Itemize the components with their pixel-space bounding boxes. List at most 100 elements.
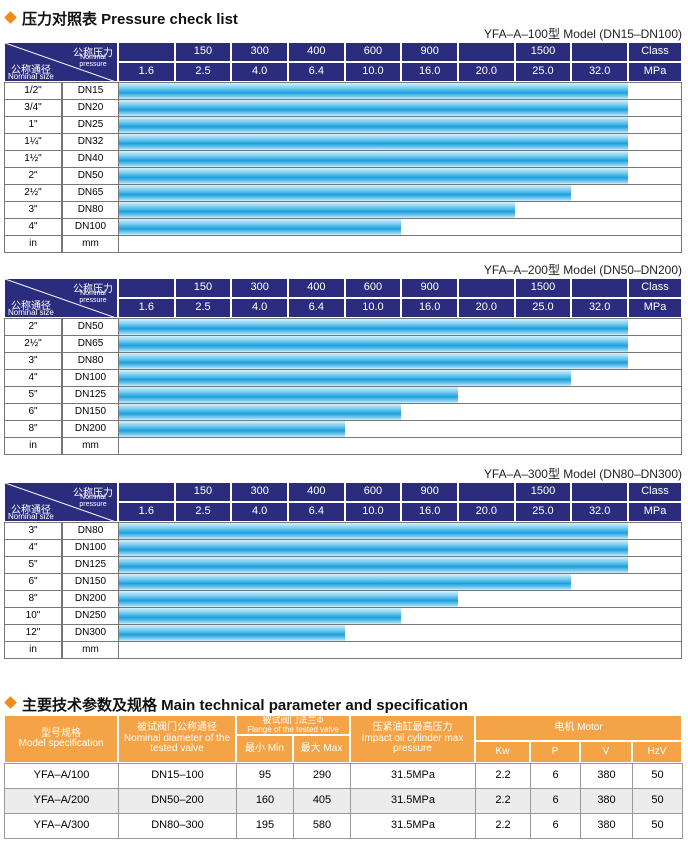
param-cell: 580 [293,813,351,839]
inch-cell: 1½" [4,150,62,168]
mpa-cell: 2.5 [174,502,232,522]
pressure-cn: 公称压力 [73,48,113,59]
dn-cell: DN15 [62,82,119,100]
motor-header-text: 电机 Motor [554,721,603,733]
mpa-cell: 16.0 [401,298,458,318]
dn-cell: DN150 [62,403,119,421]
mpa-cell: 4.0 [231,298,288,318]
mpa-cell: 20.0 [458,502,515,522]
range-cell [118,335,682,353]
inch-cell: 6" [4,403,62,421]
range-cell [118,352,682,370]
motor-sub-header: HzV [632,741,682,763]
class-cell [571,278,628,298]
range-cell [118,133,682,151]
param-cell: 160 [236,788,294,814]
pressure-bar [119,370,572,386]
size-cn: 公称通径 [11,301,51,312]
mpa-cell: 4.0 [231,502,288,522]
param-cell: 6 [530,788,581,814]
motor-sub-header-text: Kw [495,745,510,757]
mpa-label: MPa [628,502,682,522]
diameter-header-text: 被试阀门公称通径 [137,722,217,734]
range-cell [118,116,682,134]
inch-cell: 3/4" [4,99,62,117]
mpa-cell: 6.4 [288,298,345,318]
param-cell: 31.5MPa [350,788,476,814]
motor-sub-header-text: HzV [647,745,667,757]
inch-cell: 5" [4,386,62,404]
inch-cell: 4" [4,218,62,236]
size-en: Nominal size [8,308,54,317]
dn-cell: DN250 [62,607,119,625]
dn-cell: DN100 [62,369,119,387]
class-cell [118,278,175,298]
pressure-bar [119,219,402,235]
pressure-header-text: 压紧油缸最高压力 [372,722,453,734]
mpa-cell: 10.0 [344,298,402,318]
pressure-bar [119,404,402,420]
mpa-cell: 2.5 [174,62,232,82]
param-cell: 2.2 [475,788,531,814]
param-cell: 2.2 [475,813,531,839]
param-cell: 405 [293,788,351,814]
inch-cell: in [4,437,62,455]
range-cell [118,403,682,421]
param-cell: 290 [293,763,351,789]
param-cell: YFA–A/200 [4,788,119,814]
param-cell: DN50–200 [118,788,237,814]
class-cell: 400 [288,42,345,62]
mpa-cell: 16.0 [401,62,458,82]
param-cell: YFA–A/100 [4,763,119,789]
mpa-cell: 10.0 [344,502,402,522]
dn-cell: mm [62,641,119,659]
inch-cell: 1/2" [4,82,62,100]
param-cell: 380 [580,763,633,789]
motor-sub-header-text: V [602,745,610,757]
range-cell [118,150,682,168]
model-header-text: Model specification [18,738,104,749]
pressure-bar [119,387,458,403]
inch-cell: 3" [4,201,62,219]
pressure-bar [119,202,515,218]
inch-cell: 4" [4,539,62,557]
param-cell: 380 [580,788,633,814]
class-cell: 600 [344,278,402,298]
pressure-bar [119,168,628,184]
inch-cell: 12" [4,624,62,642]
motor-sub-header: Kw [475,741,530,763]
inch-cell: 2" [4,318,62,336]
mpa-cell: 20.0 [458,62,515,82]
class-label: Class [628,482,682,502]
class-cell: 900 [401,278,458,298]
class-label: Class [628,42,682,62]
range-cell [118,201,682,219]
pressure-en: Nominal pressure [79,494,107,508]
pressure-cn: 公称压力 [73,488,113,499]
dn-cell: DN125 [62,556,119,574]
range-cell [118,369,682,387]
class-cell: 400 [288,278,345,298]
section-title: 主要技术参数及规格 Main technical parameter and s… [22,697,468,714]
class-cell: 1500 [514,42,572,62]
dn-cell: mm [62,437,119,455]
mpa-cell: 25.0 [514,62,572,82]
mpa-cell: 25.0 [514,502,572,522]
inch-cell: 2½" [4,184,62,202]
pressure-bar [119,353,628,369]
range-cell [118,539,682,557]
dn-cell: DN32 [62,133,119,151]
class-cell: 1500 [514,278,572,298]
pressure-bar [119,540,628,556]
bullet [4,696,17,709]
inch-cell: 4" [4,369,62,387]
param-cell: 195 [236,813,294,839]
class-label: Class [628,278,682,298]
pressure-bar [119,574,572,590]
mpa-label: MPa [628,298,682,318]
range-cell [118,318,682,336]
param-cell: DN80–300 [118,813,237,839]
class-cell: 400 [288,482,345,502]
mpa-cell: 32.0 [571,502,628,522]
range-cell [118,641,682,659]
